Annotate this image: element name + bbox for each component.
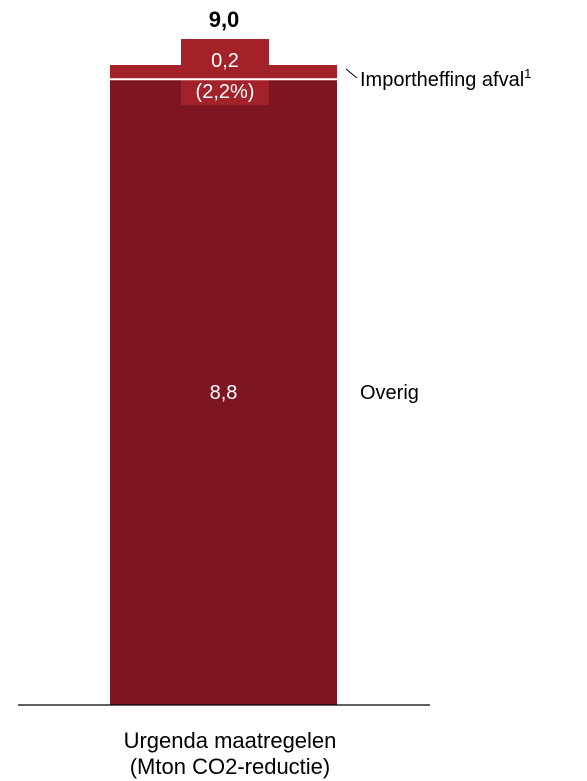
category-label: Urgenda maatregelen xyxy=(123,728,337,753)
footnote-marker: 1 xyxy=(524,66,531,81)
data-label-importheffing-share: (2,2%) xyxy=(196,81,255,103)
series-label-importheffing: Importheffing afval1 xyxy=(360,66,531,91)
series-label-overig: Overig xyxy=(360,382,419,404)
bar-segment-overig xyxy=(110,79,337,705)
bar-segment-importheffing-callout xyxy=(181,39,269,105)
leader-line-importheffing xyxy=(345,68,358,79)
unit-label: (Mton CO2-reductie) xyxy=(129,754,331,779)
data-label-overig-value: 8,8 xyxy=(210,382,238,404)
data-label-importheffing-value: 0,2 xyxy=(211,50,239,72)
series-label-importheffing-text: Importheffing afval xyxy=(360,69,524,91)
total-value-label: 9,0 xyxy=(209,7,240,32)
